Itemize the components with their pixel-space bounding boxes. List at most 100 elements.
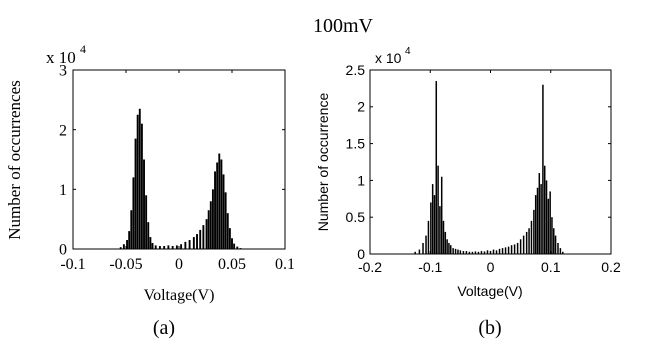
chart-a-bar	[192, 237, 195, 249]
chart-a-bar	[184, 241, 187, 249]
chart-b-bar	[536, 187, 539, 254]
chart-a-bar	[154, 245, 157, 249]
chart-b-bar	[559, 248, 562, 254]
chart-b-xtick-label: 0.1	[541, 259, 561, 275]
chart-a-bars	[119, 108, 242, 249]
chart-b-bar	[562, 251, 564, 254]
chart-b-bar	[427, 220, 430, 254]
chart-a-bar	[224, 192, 227, 249]
chart-a-bar	[188, 240, 191, 249]
chart-b-bar	[446, 239, 448, 254]
chart-a-xtick-label: 0.1	[275, 256, 295, 273]
chart-a-bar	[130, 210, 133, 249]
chart-b-bar	[519, 239, 522, 254]
chart-a-frame	[72, 69, 286, 250]
chart-b-bars	[414, 81, 564, 254]
chart-a-bar	[138, 108, 141, 249]
chart-a-bar	[158, 246, 161, 249]
chart-a: -0.1 -0.05 0 0.05 0.1 0 1 2 3 x 10 4 Number of o…	[5, 42, 295, 339]
chart-a-bar	[236, 246, 239, 249]
chart-b-bar	[495, 250, 498, 254]
chart-a-bar	[175, 245, 178, 249]
chart-a-bar	[126, 240, 129, 249]
chart-a-bar	[136, 114, 139, 249]
chart-b-bar	[449, 245, 452, 254]
chart-a-bar	[151, 243, 154, 249]
chart-b-bar	[474, 251, 477, 254]
chart-b: -0.2 -0.1 0 0.1 0.2 0 0.5 1 1.5 2 2.5 x 10 4 Numbe…	[315, 46, 621, 339]
chart-b-multiplier-exp: 4	[405, 46, 411, 57]
chart-b-bar	[498, 248, 501, 254]
chart-a-bar	[205, 219, 208, 249]
chart-b-bar	[459, 250, 462, 254]
chart-a-bar	[143, 159, 145, 249]
chart-b-bar	[534, 195, 537, 254]
chart-b-bar	[477, 251, 480, 254]
chart-b-bar	[448, 242, 450, 254]
chart-a-ytick-label: 0	[59, 242, 67, 259]
chart-b-bar	[486, 250, 489, 254]
chart-b-ytick-label: 0	[357, 246, 365, 262]
chart-a-bar	[128, 231, 131, 249]
chart-a-bar	[207, 210, 210, 249]
chart-b-bar	[439, 206, 441, 254]
chart-b-bar	[549, 191, 551, 254]
chart-b-bar	[483, 251, 486, 254]
caption-a: (a)	[153, 317, 175, 339]
chart-b-bar	[547, 198, 550, 254]
chart-b-multiplier: x 10	[375, 50, 402, 66]
chart-b-ylabel: Number of occurrence	[315, 93, 331, 232]
chart-b-bar	[468, 251, 471, 254]
chart-a-bar	[196, 234, 198, 249]
chart-b-bar	[538, 173, 541, 254]
chart-b-bar	[543, 165, 546, 254]
chart-a-bar	[218, 153, 221, 249]
chart-b-bar	[504, 247, 507, 254]
chart-a-bar	[231, 238, 233, 249]
chart-a-xtick-label: -0.1	[60, 256, 85, 273]
chart-b-bar	[431, 184, 434, 254]
chart-a-multiplier-exp: 4	[80, 42, 86, 56]
chart-b-bar	[533, 209, 535, 254]
chart-b-bar	[440, 176, 443, 254]
chart-a-bar	[163, 246, 166, 249]
chart-a-bar	[209, 201, 212, 249]
chart-a-bar	[140, 123, 143, 249]
chart-b-bar	[540, 184, 542, 254]
chart-b-bar	[522, 235, 525, 254]
chart-a-bar	[132, 177, 135, 249]
chart-a-bar	[119, 247, 122, 249]
chart-b-bar	[465, 251, 468, 254]
chart-b-ticks: -0.2 -0.1 0 0.1 0.2 0 0.5 1 1.5 2 2.5	[346, 62, 621, 275]
chart-b-bar	[510, 245, 513, 254]
chart-a-ytick-label: 2	[59, 122, 67, 139]
chart-a-bar	[134, 138, 137, 249]
chart-b-bar	[422, 242, 424, 254]
chart-a-bar	[220, 159, 223, 249]
chart-a-ytick-label: 3	[59, 63, 67, 80]
chart-a-bar	[233, 243, 236, 249]
chart-b-bar	[516, 242, 519, 254]
chart-b-bar	[457, 249, 459, 254]
chart-b-bar	[480, 251, 483, 254]
chart-b-bar	[430, 202, 432, 254]
chart-b-bar	[553, 228, 555, 254]
chart-b-bar	[528, 228, 530, 254]
chart-b-bar	[452, 248, 454, 254]
chart-a-bar	[226, 213, 229, 249]
chart-b-bar	[557, 242, 559, 254]
chart-b-xtick-label: -0.2	[358, 259, 382, 275]
chart-b-bar	[418, 249, 421, 254]
chart-b-bar	[437, 165, 439, 254]
chart-b-bar	[554, 235, 557, 254]
chart-b-bar	[545, 180, 548, 254]
chart-b-ytick-label: 1.5	[346, 136, 366, 152]
chart-a-ytick-label: 1	[59, 182, 67, 199]
chart-a-bar	[149, 237, 152, 249]
chart-a-ylabel: Number of occurrences	[5, 80, 24, 240]
figure-title: 100mV	[313, 15, 374, 37]
chart-a-bar	[222, 174, 225, 249]
chart-a-ticks: -0.1 -0.05 0 0.05 0.1 0 1 2 3	[59, 63, 295, 273]
chart-b-bar	[444, 231, 447, 254]
